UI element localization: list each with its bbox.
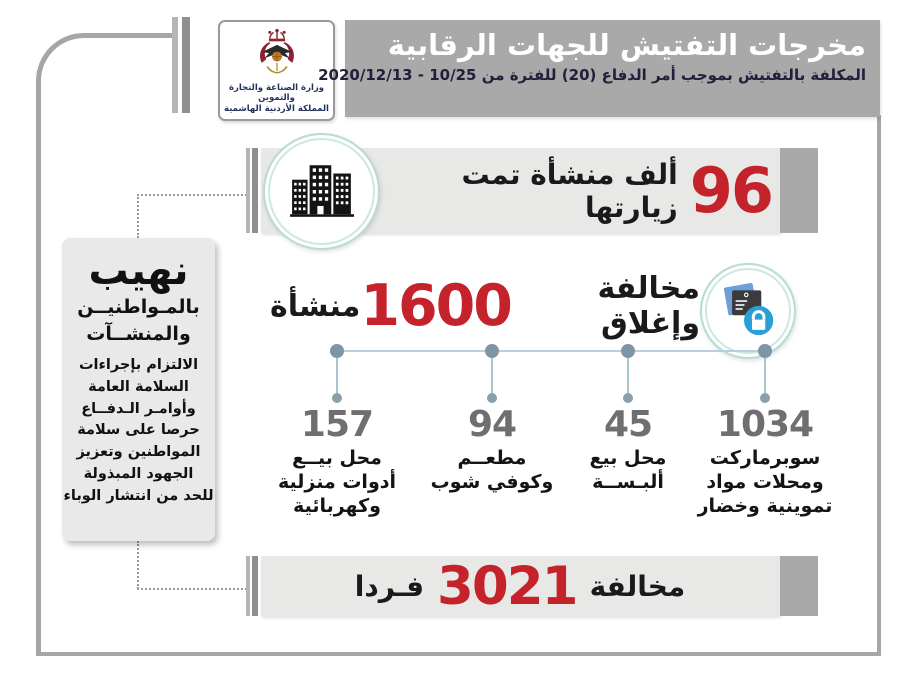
visited-bar-cap bbox=[780, 148, 818, 233]
breakdown-count: 45 bbox=[603, 404, 653, 445]
timeline-node-dot bbox=[330, 344, 344, 358]
frame-top-left bbox=[36, 33, 178, 655]
timeline-end-dot bbox=[487, 393, 497, 403]
breakdown-label: محل بيــع أدوات منزلية وكهربائية bbox=[277, 446, 397, 518]
advisory-note-panel: نهيب بالمـواطنيــن والمنشــآت الالتزام ب… bbox=[62, 238, 215, 541]
closures-icon-circle bbox=[700, 263, 796, 359]
timeline-node-dot bbox=[758, 344, 772, 358]
logo-kingdom-name: المملكة الأردنية الهاشمية bbox=[224, 103, 329, 114]
timeline-drop-line bbox=[491, 358, 493, 395]
breakdown-item-supermarkets: 1034 سوبرماركت ومحلات مواد تموينية وخضار bbox=[690, 344, 840, 519]
fined-stat: مخالفة 3021 فـردا bbox=[305, 556, 735, 616]
breakdown-item-housewares: 157 محل بيــع أدوات منزلية وكهربائية bbox=[262, 344, 412, 519]
visited-icon-circle bbox=[263, 133, 380, 250]
visited-accent-bar-2 bbox=[252, 148, 258, 233]
fined-bar bbox=[261, 556, 780, 616]
frame-bottom-right bbox=[36, 115, 881, 656]
fined-bar-cap bbox=[780, 556, 818, 616]
note-subheading-line: بالمـواطنيــن bbox=[77, 296, 200, 318]
documents-lock-icon bbox=[717, 278, 779, 344]
breakdown-label: سوبرماركت ومحلات مواد تموينية وخضار bbox=[697, 446, 833, 518]
closures-stat: مخالفة وإغلاق 1600 منشأة bbox=[270, 266, 700, 346]
breakdown-count: 1034 bbox=[716, 404, 814, 445]
timeline-drop-line bbox=[336, 358, 338, 395]
connector-bottom-vertical bbox=[137, 541, 139, 589]
closures-prefix: مخالفة وإغلاق bbox=[597, 271, 700, 341]
visited-stat: 96 ألف منشأة تمت زيارتها bbox=[380, 148, 776, 233]
page-subtitle: المكلفة بالتفتيش بموجب أمر الدفاع (20) ل… bbox=[318, 66, 866, 85]
timeline-node-dot bbox=[621, 344, 635, 358]
visited-label: ألف منشأة تمت زيارتها bbox=[461, 157, 678, 224]
timeline-drop-line bbox=[764, 358, 766, 395]
breakdown-item-restaurants: 94 مطعــم وكوفي شوب bbox=[417, 344, 567, 494]
fined-prefix: مخالفة bbox=[589, 569, 686, 603]
note-heading: نهيب bbox=[88, 248, 189, 294]
visited-value: 96 bbox=[689, 153, 774, 227]
timeline-end-dot bbox=[623, 393, 633, 403]
header-bar: مخرجات التفتيش للجهات الرقابية المكلفة ب… bbox=[318, 20, 880, 117]
breakdown-label: مطعــم وكوفي شوب bbox=[430, 446, 554, 494]
connector-top-vertical bbox=[137, 194, 139, 238]
jordan-coat-of-arms-icon bbox=[234, 27, 320, 83]
buildings-icon bbox=[289, 160, 355, 224]
fined-accent-bar-2 bbox=[252, 556, 258, 616]
logo-ministry-name: وزارة الصناعة والتجارة والتموين bbox=[228, 82, 325, 104]
page-title: مخرجات التفتيش للجهات الرقابية bbox=[387, 28, 866, 62]
header-accent-bar-1 bbox=[172, 17, 178, 113]
note-body: الالتزام بإجراءات السلامة العامة وأوامـر… bbox=[63, 357, 214, 504]
fined-suffix: فـردا bbox=[354, 569, 425, 603]
connector-top-horizontal bbox=[137, 194, 247, 196]
closures-value: 1600 bbox=[360, 272, 513, 339]
ministry-logo-box: وزارة الصناعة والتجارة والتموين المملكة … bbox=[218, 20, 335, 121]
header-accent-bar-2 bbox=[182, 17, 190, 113]
breakdown-item-clothing: 45 محل بيع ألبـســة bbox=[553, 344, 703, 494]
closures-suffix: منشأة bbox=[270, 288, 361, 324]
breakdown-count: 157 bbox=[300, 404, 374, 445]
timeline-end-dot bbox=[332, 393, 342, 403]
timeline-node-dot bbox=[485, 344, 499, 358]
breakdown-count: 94 bbox=[467, 404, 517, 445]
timeline-drop-line bbox=[627, 358, 629, 395]
breakdown-label: محل بيع ألبـســة bbox=[589, 446, 667, 494]
note-subheading-line: والمنشــآت bbox=[86, 322, 191, 345]
timeline-end-dot bbox=[760, 393, 770, 403]
timeline-line bbox=[337, 350, 772, 352]
connector-bottom-horizontal bbox=[137, 588, 247, 590]
visited-accent-bar-1 bbox=[246, 148, 250, 233]
fined-accent-bar-1 bbox=[246, 556, 250, 616]
fined-value: 3021 bbox=[437, 555, 579, 617]
